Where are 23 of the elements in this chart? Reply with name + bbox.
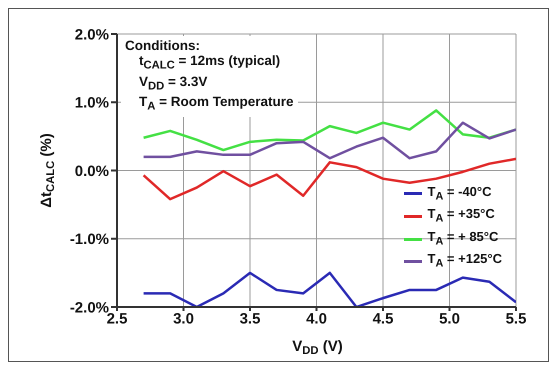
- legend-label: T$_{A}$ = -40°C: [428, 182, 492, 204]
- x-tick-label: 3.5: [240, 310, 260, 328]
- x-tick-label: 4.0: [306, 310, 327, 328]
- x-tick-label: 5.0: [439, 310, 460, 328]
- line-series: [142, 121, 516, 160]
- x-tick-label: 5.5: [506, 310, 526, 328]
- x-axis-title: V$_{DD}$ (V): [292, 338, 343, 357]
- y-tick-label: -1.0%: [70, 231, 109, 248]
- x-tick-label: 3.0: [173, 310, 194, 328]
- annotation: V$_{DD}$ = 3.3V: [139, 74, 208, 92]
- annotation: Conditions:: [125, 38, 200, 53]
- y-tick-label: 0.0%: [74, 162, 109, 180]
- legend-label: T$_{A}$ = + 85°C: [428, 228, 498, 250]
- y-tick-label: 2.0%: [74, 26, 109, 44]
- annotation: T$_{A}$ = Room Temperature: [139, 94, 294, 114]
- legend-label: T$_{A}$ = +35°C: [428, 205, 495, 227]
- line-series: [142, 158, 516, 200]
- x-tick-label: 4.5: [372, 310, 394, 328]
- legend-label: T$_{A}$ = +125°C: [428, 250, 502, 272]
- line-series: [142, 272, 516, 307]
- line-series: [142, 109, 516, 152]
- y-tick-label: 1.0%: [74, 94, 109, 112]
- annotation: t$_{CALC}$ = 12ms (typical): [139, 53, 280, 72]
